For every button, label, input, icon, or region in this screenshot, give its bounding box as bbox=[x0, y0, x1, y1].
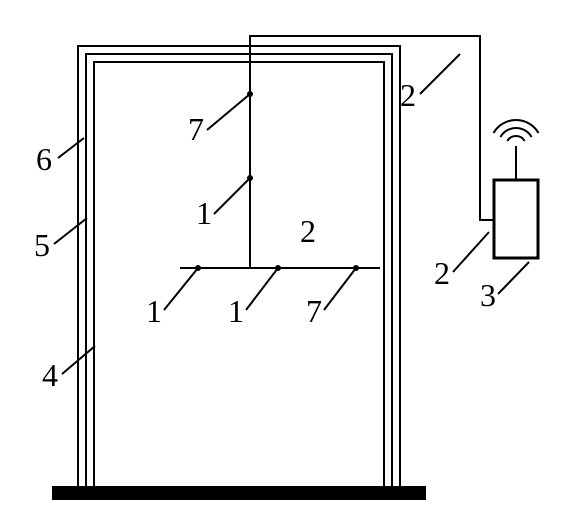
door-frame bbox=[78, 46, 400, 486]
external-cable bbox=[250, 36, 494, 220]
controller-box bbox=[494, 180, 538, 258]
callout-lbl-6: 6 bbox=[36, 141, 52, 177]
callout-lbl-5: 5 bbox=[34, 227, 50, 263]
callout-lbl-3: 3 bbox=[480, 277, 496, 313]
callout-lbl-2-mid: 2 bbox=[300, 213, 316, 249]
callout-labels: 712117223654 bbox=[34, 77, 496, 393]
callout-lbl-1-mid: 1 bbox=[196, 195, 212, 231]
ground-base bbox=[52, 486, 426, 500]
callout-lbl-2-top: 2 bbox=[400, 77, 416, 113]
leader-lines bbox=[54, 54, 529, 374]
callout-lbl-7-right: 7 bbox=[306, 293, 322, 329]
callout-lbl-7-top: 7 bbox=[188, 111, 204, 147]
callout-lbl-1-left: 1 bbox=[146, 293, 162, 329]
callout-lbl-1-center: 1 bbox=[228, 293, 244, 329]
callout-lbl-4: 4 bbox=[42, 357, 58, 393]
schematic-diagram: 712117223654 bbox=[0, 0, 563, 523]
sensor-dots bbox=[195, 91, 359, 271]
antenna-icon bbox=[493, 120, 538, 180]
door-inner-lines bbox=[180, 66, 380, 268]
callout-lbl-2-cable: 2 bbox=[434, 255, 450, 291]
